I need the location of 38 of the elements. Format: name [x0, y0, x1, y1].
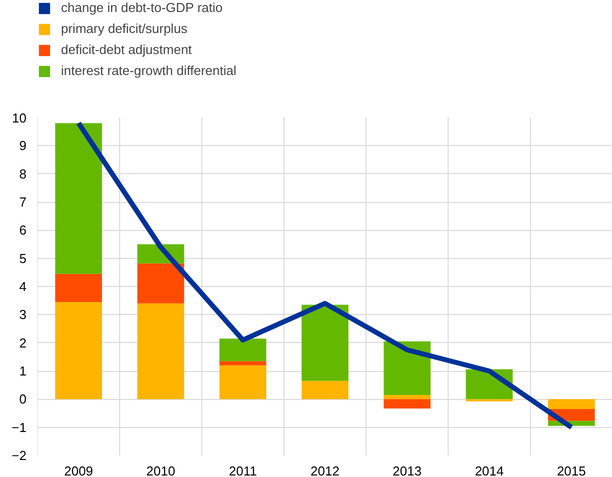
- legend-label: primary deficit/surplus: [61, 21, 188, 36]
- y-tick-label: −1: [12, 420, 27, 435]
- bar: [219, 365, 266, 400]
- bar: [384, 341, 431, 395]
- bar: [137, 263, 184, 304]
- x-tick-label: 2010: [146, 464, 176, 477]
- bar: [55, 123, 102, 274]
- bar: [384, 399, 431, 408]
- x-tick-label: 2015: [556, 464, 586, 477]
- legend-label: interest rate-growth differential: [61, 63, 236, 78]
- y-tick-label: −2: [12, 448, 27, 463]
- bar: [384, 394, 431, 400]
- y-tick-label: 10: [12, 110, 27, 126]
- bar: [302, 380, 348, 400]
- x-tick-label: 2013: [392, 464, 422, 477]
- legend-label: deficit-debt adjustment: [61, 42, 192, 57]
- y-tick-label: 6: [19, 222, 27, 238]
- bar: [55, 302, 102, 400]
- x-tick-label: 2009: [64, 464, 94, 477]
- y-tick-label: 2: [19, 335, 27, 350]
- bar: [219, 361, 266, 366]
- y-tick-label: 9: [19, 138, 27, 154]
- bar: [219, 338, 266, 362]
- y-tick-label: 4: [19, 279, 27, 294]
- bar: [55, 274, 102, 302]
- y-tick-label: 0: [19, 392, 27, 407]
- x-tick-label: 2011: [228, 464, 257, 477]
- y-tick-label: 8: [19, 166, 27, 182]
- bar: [548, 399, 595, 410]
- x-tick-label: 2014: [474, 464, 504, 477]
- x-tick-label: 2012: [310, 464, 340, 477]
- y-tick-label: 7: [19, 194, 27, 210]
- legend-label: change in debt-to-GDP ratio: [61, 0, 223, 15]
- y-tick-label: 1: [19, 364, 27, 378]
- y-tick-label: 3: [19, 307, 27, 322]
- bar: [302, 304, 348, 381]
- y-tick-label: 5: [19, 250, 27, 266]
- bar: [137, 303, 184, 400]
